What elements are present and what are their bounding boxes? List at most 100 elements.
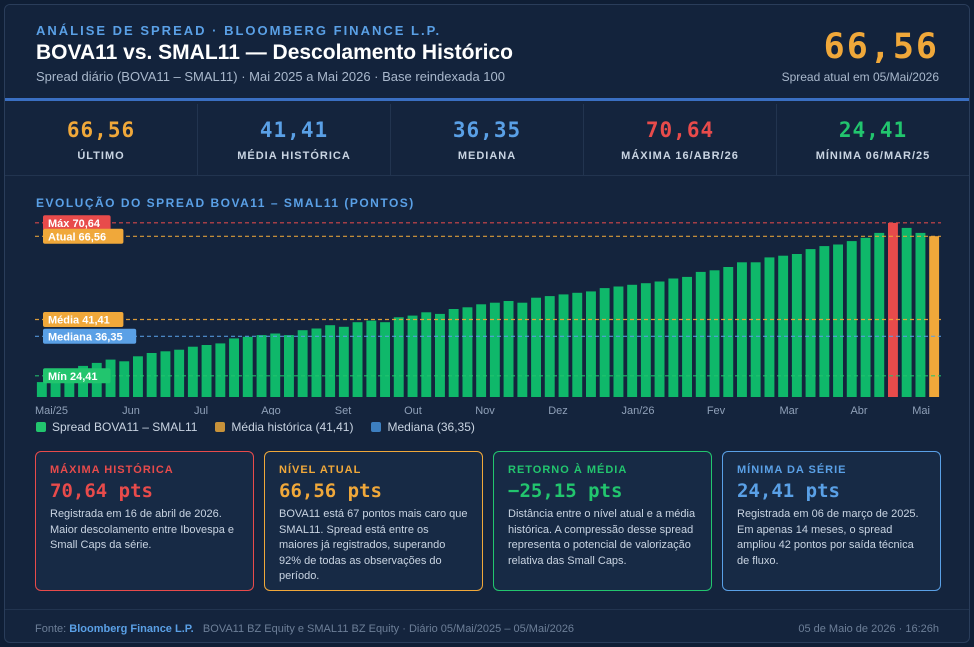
spread-bar bbox=[599, 288, 610, 397]
legend-label: Mediana (36,35) bbox=[387, 420, 475, 434]
current-spread-caption: Spread atual em 05/Mai/2026 bbox=[781, 70, 939, 84]
spread-bar bbox=[640, 283, 651, 397]
header: ANÁLISE DE SPREAD · BLOOMBERG FINANCE L.… bbox=[5, 5, 969, 101]
spread-bar bbox=[119, 361, 130, 397]
x-tick-label: Mai bbox=[912, 405, 930, 415]
card-text: Distância entre o nível atual e a média … bbox=[508, 508, 696, 567]
page-subtitle: Spread diário (BOVA11 – SMAL11) · Mai 20… bbox=[36, 69, 505, 84]
spread-bar bbox=[860, 237, 871, 397]
spread-bar bbox=[572, 292, 583, 397]
x-tick-label: Abr bbox=[850, 405, 867, 415]
x-tick-label: Mai/25 bbox=[35, 405, 68, 415]
legend-item-median: Mediana (36,35) bbox=[371, 420, 475, 434]
card-min: MÍNIMA DA SÉRIE 24,41 pts Registrada em … bbox=[722, 451, 941, 591]
spread-bar bbox=[64, 375, 75, 397]
reference-label-box bbox=[43, 328, 137, 344]
spread-bar bbox=[407, 315, 418, 397]
x-tick-label: Ago bbox=[261, 405, 281, 415]
spread-bar bbox=[352, 322, 363, 397]
spread-bar bbox=[160, 351, 171, 397]
card-mean-reversion: RETORNO À MÉDIA −25,15 pts Distância ent… bbox=[493, 451, 712, 591]
card-title: NÍVEL ATUAL bbox=[279, 464, 362, 476]
x-tick-label: Mar bbox=[780, 405, 799, 415]
spread-bar bbox=[695, 271, 706, 397]
card-text: Registrada em 16 de abril de 2026. Maior… bbox=[50, 508, 235, 551]
spread-bar bbox=[764, 257, 775, 397]
card-current: NÍVEL ATUAL 66,56 pts BOVA11 está 67 pon… bbox=[264, 451, 483, 591]
legend-item-spread: Spread BOVA11 – SMAL11 bbox=[36, 420, 197, 434]
spread-bar bbox=[325, 325, 336, 397]
stat-label: MÉDIA HISTÓRICA bbox=[237, 150, 351, 162]
spread-bar bbox=[393, 317, 404, 397]
x-tick-label: Dez bbox=[548, 405, 568, 415]
spread-bar bbox=[284, 335, 294, 397]
stats-bar: 66,56 ÚLTIMO 41,41 MÉDIA HISTÓRICA 36,35… bbox=[5, 104, 969, 176]
x-tick-label: Jan/26 bbox=[621, 405, 654, 415]
spread-bar bbox=[380, 322, 390, 397]
x-tick-label: Out bbox=[404, 405, 422, 415]
spread-bar bbox=[242, 336, 253, 397]
stat-value: 66,56 bbox=[66, 118, 136, 142]
stat-mean: 41,41 MÉDIA HISTÓRICA bbox=[198, 104, 391, 175]
spread-bar bbox=[489, 302, 500, 397]
current-spread-value: 66,56 bbox=[823, 27, 939, 67]
reference-label: Média 41,41 bbox=[48, 315, 110, 327]
spread-bar bbox=[723, 267, 734, 397]
spread-bar bbox=[531, 297, 541, 397]
x-tick-label: Nov bbox=[475, 405, 495, 415]
spread-bar bbox=[229, 338, 239, 397]
reference-label-box bbox=[43, 368, 111, 384]
spread-bar bbox=[929, 236, 940, 397]
spread-bar bbox=[737, 262, 747, 397]
footer: Fonte: Bloomberg Finance L.P. BOVA11 BZ … bbox=[5, 609, 969, 642]
stat-value: 24,41 bbox=[838, 118, 908, 142]
chart-legend: Spread BOVA11 – SMAL11 Média histórica (… bbox=[36, 420, 475, 434]
page-title: BOVA11 vs. SMAL11 — Descolamento Históri… bbox=[36, 41, 513, 64]
x-tick-label: Fev bbox=[707, 405, 726, 415]
spread-bar bbox=[270, 333, 281, 397]
reference-label: Mediana 36,35 bbox=[48, 331, 123, 343]
spread-bar bbox=[791, 254, 802, 397]
spread-bar bbox=[778, 255, 789, 397]
card-value: 24,41 pts bbox=[737, 480, 840, 502]
spread-bar bbox=[750, 262, 761, 397]
spread-bar bbox=[338, 326, 349, 397]
reference-label-box bbox=[43, 228, 124, 244]
spread-bar bbox=[682, 276, 692, 397]
card-value: 70,64 pts bbox=[50, 480, 153, 502]
spread-bar bbox=[448, 309, 459, 397]
stat-median: 36,35 MEDIANA bbox=[391, 104, 584, 175]
spread-bar bbox=[366, 320, 377, 397]
spread-bar bbox=[503, 301, 514, 397]
spread-bar bbox=[187, 346, 198, 397]
legend-swatch bbox=[36, 422, 46, 432]
spread-bar bbox=[888, 222, 898, 397]
spread-bar bbox=[517, 302, 528, 397]
footer-timestamp: 05 de Maio de 2026 · 16:26h bbox=[798, 623, 939, 635]
legend-swatch bbox=[371, 422, 382, 432]
spread-bar bbox=[668, 278, 679, 397]
spread-bar bbox=[50, 379, 61, 397]
spread-bar bbox=[846, 241, 857, 397]
reference-label: Mín 24,41 bbox=[48, 371, 98, 383]
reference-label-box bbox=[43, 215, 111, 231]
spread-bar bbox=[174, 349, 185, 397]
card-text: BOVA11 está 67 pontos mais caro que SMAL… bbox=[279, 508, 468, 582]
card-value: −25,15 pts bbox=[508, 480, 623, 502]
spread-bar bbox=[421, 312, 432, 397]
legend-item-mean: Média histórica (41,41) bbox=[215, 420, 353, 434]
stat-value: 70,64 bbox=[645, 118, 715, 142]
spread-bar bbox=[654, 281, 665, 397]
spread-bar bbox=[709, 270, 720, 397]
spread-bar bbox=[874, 232, 885, 397]
spread-bar bbox=[613, 286, 624, 397]
spread-bar bbox=[215, 343, 226, 397]
stat-max: 70,64 MÁXIMA 16/ABR/26 bbox=[584, 104, 777, 175]
card-max: MÁXIMA HISTÓRICA 70,64 pts Registrada em… bbox=[35, 451, 254, 591]
header-kicker: ANÁLISE DE SPREAD · BLOOMBERG FINANCE L.… bbox=[36, 23, 442, 38]
source-detail: BOVA11 BZ Equity e SMAL11 BZ Equity · Di… bbox=[202, 623, 575, 635]
x-tick-label: Jun bbox=[122, 405, 140, 415]
source-prefix: Fonte: bbox=[35, 623, 67, 635]
stat-value: 36,35 bbox=[452, 118, 522, 142]
